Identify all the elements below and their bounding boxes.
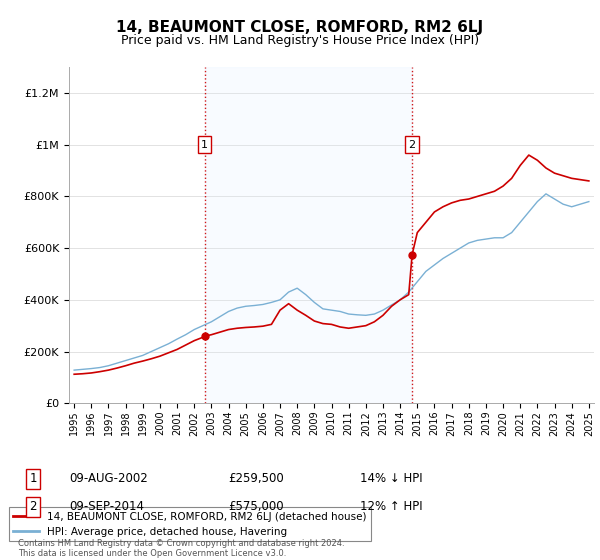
Text: 14, BEAUMONT CLOSE, ROMFORD, RM2 6LJ: 14, BEAUMONT CLOSE, ROMFORD, RM2 6LJ (116, 20, 484, 35)
Text: £259,500: £259,500 (228, 472, 284, 486)
Text: 2: 2 (409, 140, 416, 150)
Text: 1: 1 (201, 140, 208, 150)
Text: 09-SEP-2014: 09-SEP-2014 (69, 500, 144, 514)
Text: 14% ↓ HPI: 14% ↓ HPI (360, 472, 422, 486)
Text: 2: 2 (29, 500, 37, 514)
Legend: 14, BEAUMONT CLOSE, ROMFORD, RM2 6LJ (detached house), HPI: Average price, detac: 14, BEAUMONT CLOSE, ROMFORD, RM2 6LJ (de… (8, 507, 371, 541)
Text: Contains HM Land Registry data © Crown copyright and database right 2024.
This d: Contains HM Land Registry data © Crown c… (18, 539, 344, 558)
Text: £575,000: £575,000 (228, 500, 284, 514)
Text: Price paid vs. HM Land Registry's House Price Index (HPI): Price paid vs. HM Land Registry's House … (121, 34, 479, 46)
Text: 12% ↑ HPI: 12% ↑ HPI (360, 500, 422, 514)
Text: 1: 1 (29, 472, 37, 486)
Text: 09-AUG-2002: 09-AUG-2002 (69, 472, 148, 486)
Bar (205, 67, 412, 403)
